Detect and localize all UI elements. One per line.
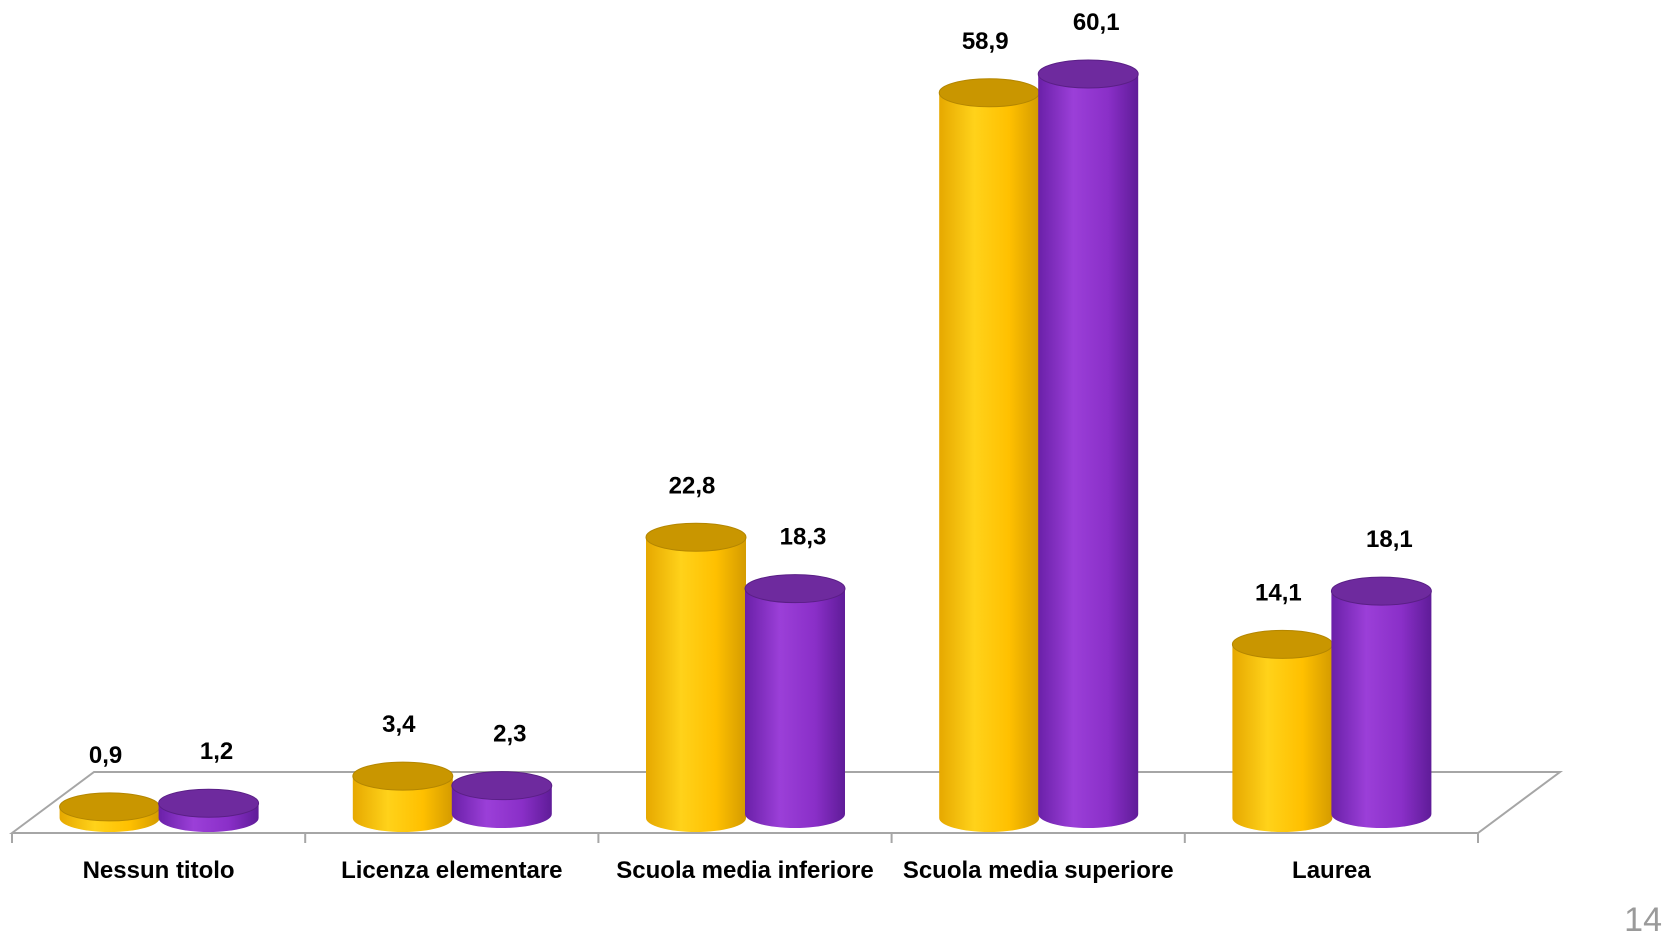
category-label: Scuola media superiore — [903, 857, 1174, 884]
page-number: 14 — [1624, 901, 1662, 939]
category-label: Laurea — [1292, 857, 1371, 884]
bar-cap-series2-2 — [744, 574, 846, 604]
data-label: 18,1 — [1366, 526, 1413, 553]
data-label: 18,3 — [780, 524, 827, 551]
data-label: 60,1 — [1073, 9, 1120, 36]
bar-cap-series1-1 — [352, 761, 454, 791]
data-label: 58,9 — [962, 28, 1009, 55]
data-label: 14,1 — [1255, 579, 1302, 606]
data-label: 0,9 — [89, 742, 122, 769]
bar-series2-4 — [1331, 591, 1432, 829]
bar-series1-2 — [646, 537, 746, 832]
category-label: Nessun titolo — [83, 857, 235, 884]
bar-cap-series1-2 — [645, 522, 747, 552]
bar-series1-4 — [1232, 644, 1333, 832]
value-labels-group: 0,9 1,2 3,4 2,3 22,8 18,3 58,9 60,1 14,1 18,1 — [89, 9, 1413, 769]
bar-cap-series2-3 — [1037, 59, 1139, 89]
bar-series1-1 — [352, 776, 453, 832]
bar-cap-series1-4 — [1231, 629, 1333, 659]
bars-group — [59, 59, 1432, 832]
bar-series2-2 — [745, 588, 845, 828]
bar-series2-3 — [1038, 74, 1139, 829]
bar-series1-3 — [939, 92, 1040, 832]
data-label: 3,4 — [382, 711, 416, 738]
category-labels-group: Nessun titolo Licenza elementare Scuola me… — [83, 857, 1372, 884]
floor-outline — [8, 771, 1564, 834]
chart-floor — [8, 771, 1564, 843]
bar-cap-series2-0 — [158, 788, 260, 818]
category-label: Scuola media inferiore — [616, 857, 873, 884]
bar-cap-series2-4 — [1330, 576, 1432, 606]
data-label: 1,2 — [200, 738, 233, 765]
bar-cap-series1-0 — [59, 792, 161, 822]
bar-cap-series1-3 — [938, 78, 1040, 108]
data-label: 22,8 — [669, 472, 716, 499]
data-label: 2,3 — [493, 721, 526, 748]
bar-cap-series2-1 — [451, 771, 553, 801]
category-label: Licenza elementare — [341, 857, 562, 884]
